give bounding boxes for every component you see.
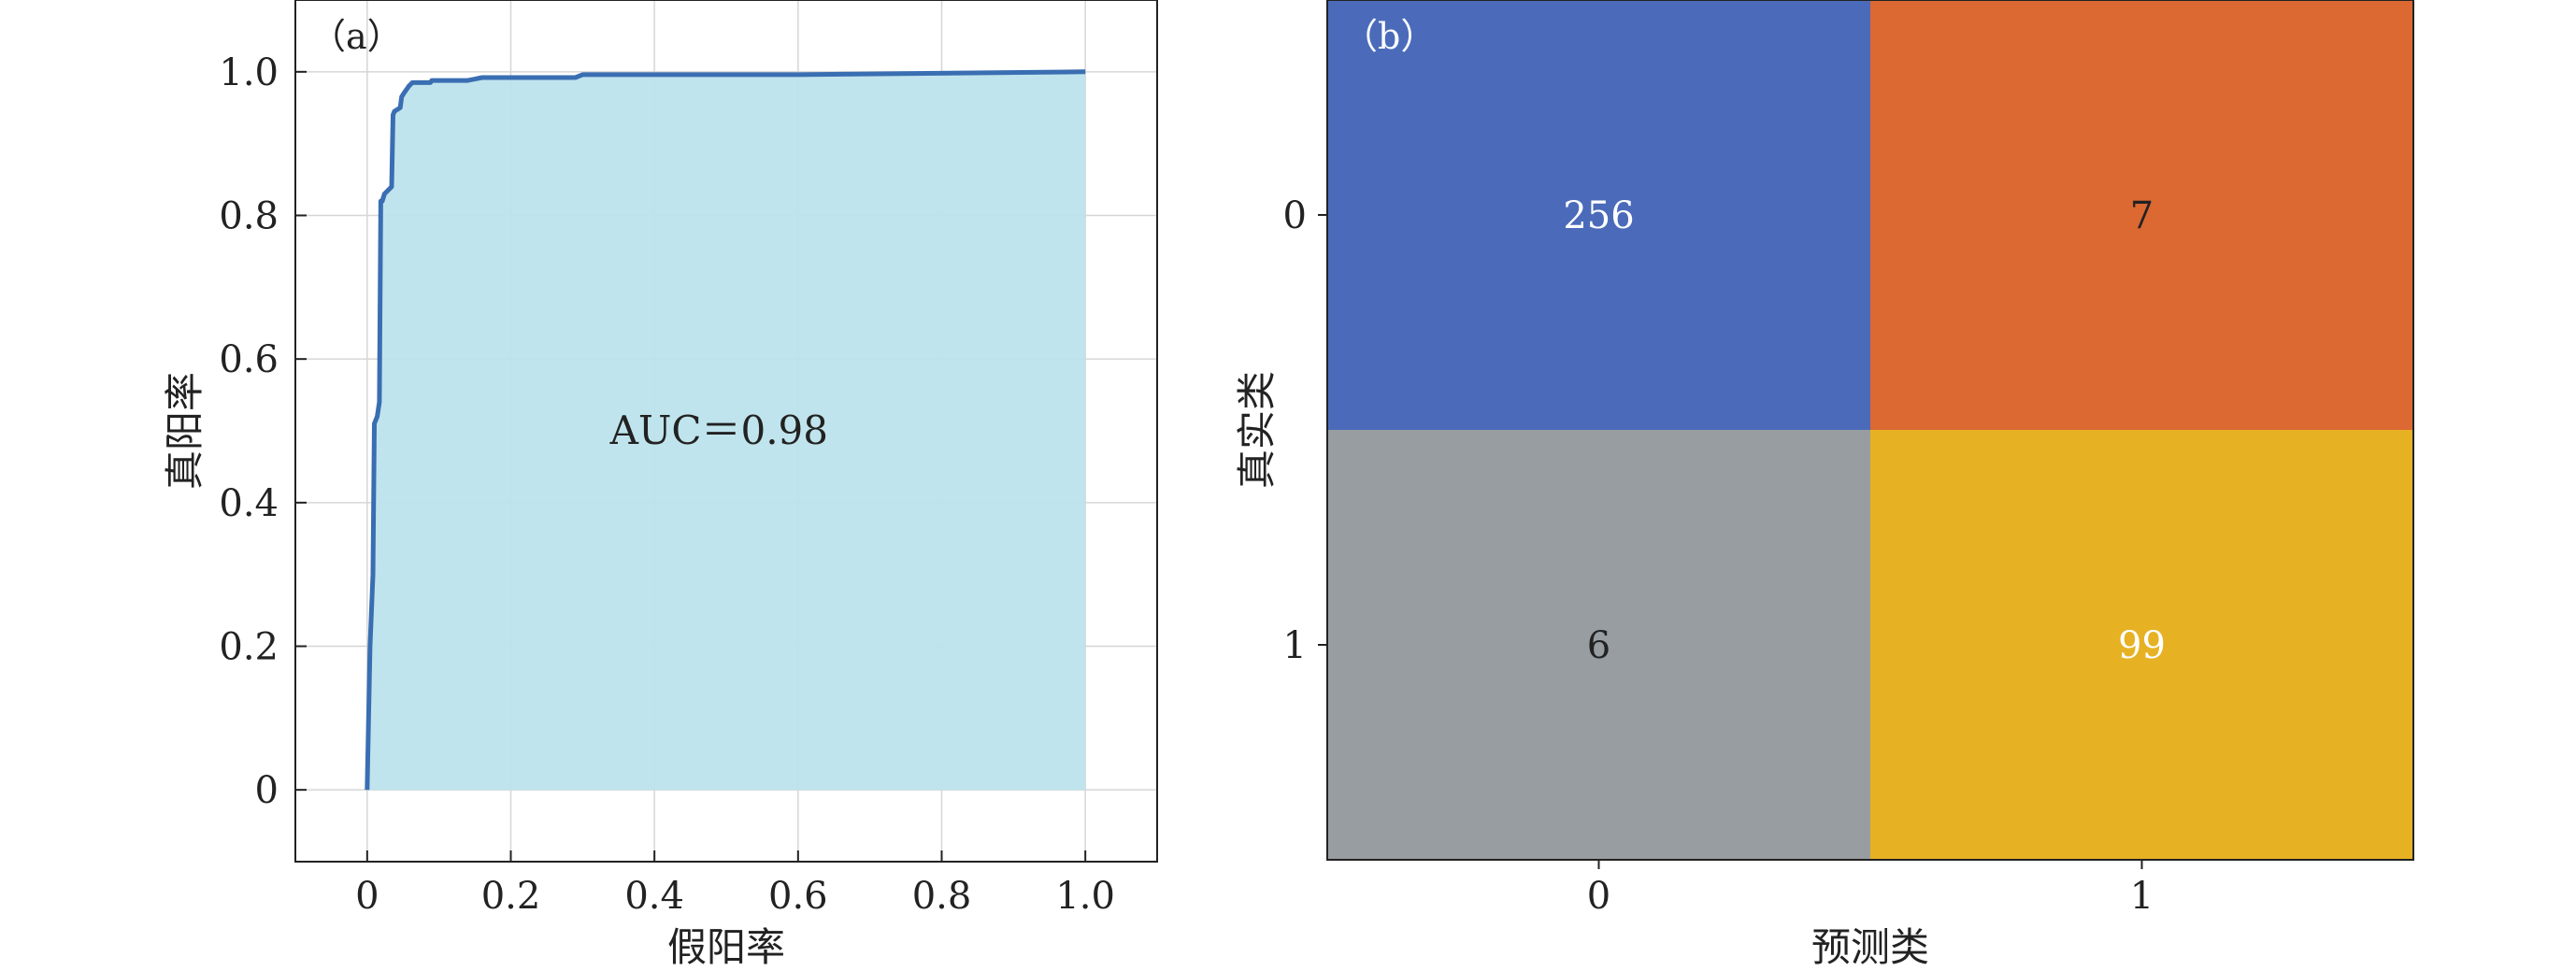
cm-y-axis-label: 真实类	[1234, 371, 1280, 489]
roc-y-axis-label: 真阳率	[162, 372, 208, 490]
confusion-matrix-value: 99	[2118, 624, 2166, 667]
roc-y-tick-label: 0	[255, 769, 279, 812]
confusion-matrix-value: 7	[2130, 194, 2154, 237]
roc-panel-label: （a）	[310, 16, 403, 57]
roc-ticks: 0 0.2 0.4 0.6 0.8 1.0 0 0.2 0.4 0.6 0.8 1.0	[219, 51, 1115, 918]
confusion-matrix-cell	[1327, 430, 1870, 860]
confusion-matrix-ticks: 0 1 0 1	[1283, 194, 2154, 918]
cm-panel-label: （b）	[1342, 16, 1436, 57]
roc-y-tick-label: 0.2	[219, 626, 279, 669]
confusion-matrix-value: 6	[1587, 624, 1610, 667]
cm-x-axis-label: 预测类	[1811, 924, 1929, 970]
roc-y-tick-label: 0.8	[219, 195, 279, 238]
roc-y-tick-label: 0.6	[219, 338, 279, 381]
cm-x-tick-label: 1	[2130, 875, 2154, 918]
confusion-matrix-cell	[1327, 0, 1870, 430]
roc-x-tick-label: 1.0	[1055, 875, 1115, 918]
roc-y-tick-label: 0.4	[219, 482, 279, 525]
confusion-matrix-cell	[1870, 0, 2413, 430]
roc-x-tick-label: 0.8	[912, 875, 972, 918]
roc-x-tick-label: 0.6	[768, 875, 828, 918]
roc-area-fill	[366, 71, 1086, 791]
roc-x-tick-label: 0	[355, 875, 379, 918]
roc-y-tick-label: 1.0	[219, 51, 279, 94]
confusion-matrix-frame	[1326, 0, 2414, 861]
roc-x-tick-label: 0.2	[481, 875, 541, 918]
roc-x-axis-label: 假阳率	[667, 924, 785, 970]
cm-y-tick-label: 1	[1283, 624, 1307, 667]
cm-x-tick-label: 0	[1587, 875, 1610, 918]
confusion-matrix-cell	[1870, 430, 2413, 860]
roc-x-tick-label: 0.4	[624, 875, 684, 918]
roc-curve-line	[365, 69, 1086, 791]
confusion-matrix-value: 256	[1563, 194, 1634, 237]
confusion-matrix-chart: 256 7 6 99 0 1 0 1 （b） 预测类 真实类	[1234, 0, 2414, 970]
roc-plot-frame	[294, 0, 1158, 863]
roc-chart: 0 0.2 0.4 0.6 0.8 1.0 0 0.2 0.4 0.6 0.8 1.0 （a） AUC…	[162, 0, 1158, 970]
confusion-matrix-cells: 256 7 6 99	[1327, 0, 2413, 860]
auc-annotation: AUC＝0.98	[609, 407, 828, 453]
cm-y-tick-label: 0	[1283, 194, 1307, 237]
